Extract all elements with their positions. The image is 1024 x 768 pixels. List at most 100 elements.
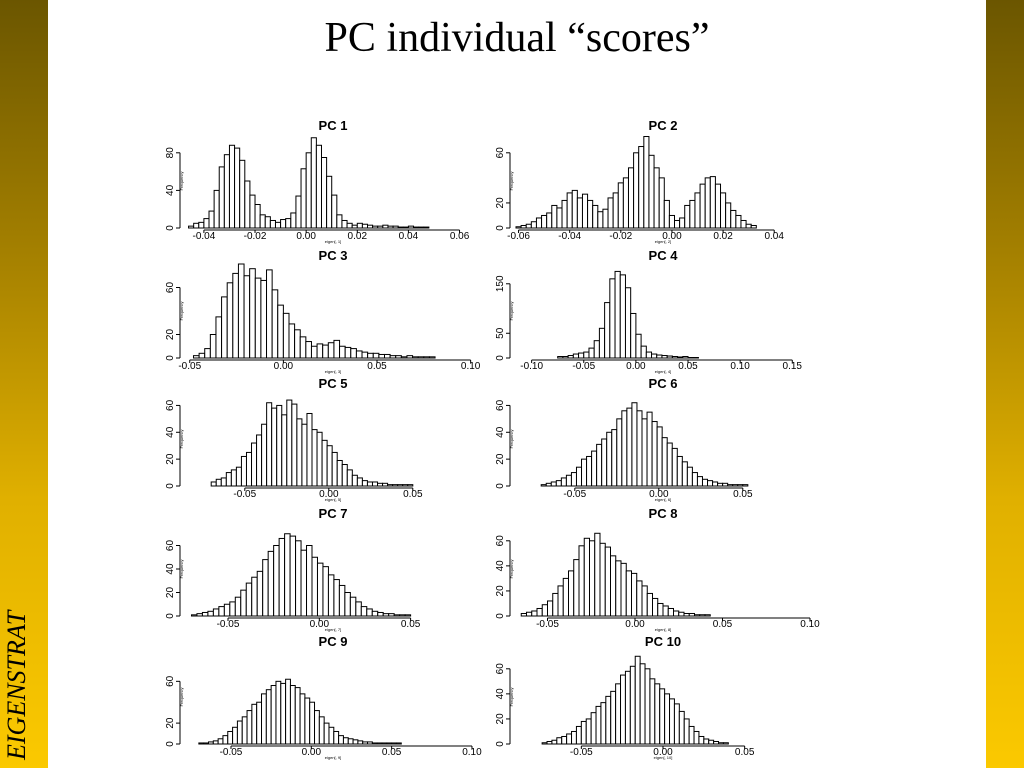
x-tick-label: -0.02	[609, 231, 632, 242]
histogram-bar	[520, 612, 527, 617]
bars	[190, 533, 412, 617]
histogram-bar	[344, 346, 352, 359]
histogram-bar	[583, 537, 590, 617]
histogram-bar	[607, 197, 614, 229]
histogram-bar	[635, 333, 642, 359]
histogram-bar	[648, 154, 655, 229]
histogram-bar	[604, 302, 611, 359]
histogram-panel: PC 9 0 20 60 Frequency -0.05 0.00 0.05 0.10 eigen…	[160, 632, 490, 760]
x-tick-label: 0.00	[296, 231, 316, 242]
histogram-bar	[256, 701, 263, 745]
histogram-bar	[617, 182, 624, 229]
histogram-bar	[311, 429, 318, 487]
histogram-bar	[395, 742, 402, 745]
histogram-bar	[688, 725, 695, 745]
y-tick-label: 20	[495, 197, 506, 209]
histogram-bar	[693, 730, 700, 745]
histogram-bar	[551, 204, 558, 229]
y-axis-label: Frequency	[509, 430, 514, 449]
histogram-bar	[399, 614, 406, 617]
y-tick-label: 0	[165, 355, 176, 361]
histogram-bar	[646, 411, 653, 487]
histogram-bar	[561, 735, 568, 745]
histogram-bar	[402, 484, 409, 487]
histogram-bar	[289, 535, 297, 617]
histogram-bar	[696, 476, 703, 487]
histogram-bar	[382, 613, 390, 617]
histogram-bar	[346, 222, 353, 229]
histogram-bar	[570, 472, 577, 487]
bars	[210, 399, 414, 487]
histogram-bar	[299, 693, 306, 745]
histogram-bar	[266, 402, 273, 487]
x-axis-label: eigen[, 3]	[325, 369, 341, 374]
histogram-bar	[515, 226, 522, 229]
histogram-svg: PC 4 0 50 150 Frequency -0.10 -0.05 0.00 0.05 0.1…	[495, 248, 802, 374]
histogram-bar	[316, 343, 324, 359]
histogram-bar	[323, 722, 330, 745]
x-axis-label: eigen[, 8]	[655, 627, 671, 632]
histogram-bar	[387, 225, 394, 229]
histogram-bar	[333, 730, 340, 745]
y-axis-label: Frequency	[179, 172, 184, 191]
y-axis-label: Frequency	[509, 302, 514, 321]
y-tick-label: 20	[165, 453, 176, 465]
histogram-bar	[282, 312, 290, 359]
histogram-bar	[546, 740, 553, 745]
histogram-bar	[683, 718, 690, 745]
x-tick-label: 0.05	[735, 747, 755, 758]
histogram-bar	[246, 710, 253, 745]
histogram-bar	[256, 434, 263, 487]
x-tick-label: 0.04	[764, 231, 784, 242]
histogram-bar	[388, 613, 395, 617]
histogram-bar	[402, 226, 409, 229]
histogram-bar	[666, 442, 673, 487]
y-axis-label: Frequency	[509, 688, 514, 707]
histogram-bar	[591, 450, 598, 487]
y-tick-label: 0	[165, 483, 176, 489]
x-tick-label: 0.00	[310, 619, 330, 630]
histogram-bar	[610, 690, 617, 745]
histogram-bar	[666, 355, 673, 359]
bars	[198, 678, 402, 745]
histogram-bar	[310, 345, 318, 359]
histogram-bar	[720, 192, 727, 229]
histogram-bar	[381, 742, 388, 745]
y-tick-label: 20	[165, 329, 176, 341]
histogram-bar	[243, 275, 251, 359]
histogram-bar	[294, 687, 301, 745]
histogram-bar	[310, 137, 317, 229]
histogram-bar	[612, 192, 619, 229]
histogram-bar	[659, 688, 666, 745]
histogram-bar	[284, 533, 291, 617]
histogram-bar	[361, 223, 369, 229]
histogram-bar	[678, 611, 685, 617]
histogram-bar	[232, 272, 239, 359]
histogram-bar	[338, 584, 346, 617]
histogram-bar	[575, 725, 582, 745]
panel-title: PC 6	[649, 376, 678, 391]
x-tick-label: -0.05	[220, 747, 243, 758]
histogram-bar	[678, 710, 685, 745]
histogram-bar	[203, 218, 210, 229]
histogram-bar	[588, 347, 595, 359]
histogram-bar	[338, 735, 344, 745]
histogram-bar	[602, 208, 609, 229]
bars	[515, 136, 757, 229]
histogram-bar	[616, 418, 623, 487]
y-tick-label: 40	[495, 560, 506, 572]
histogram-bar	[656, 354, 663, 359]
histogram-bar	[311, 556, 318, 617]
histogram-bar	[526, 611, 533, 617]
x-axis-label: eigen[, 1]	[325, 239, 341, 244]
histogram-bar	[545, 482, 552, 487]
histogram-svg: PC 2 0 20 60 Frequency -0.06 -0.04 -0.02 0.00 0.0…	[495, 118, 784, 244]
histogram-bar	[386, 742, 393, 745]
histogram-bar	[691, 472, 698, 487]
histogram-bar	[661, 355, 668, 359]
histogram-bar	[730, 209, 737, 229]
histogram-bar	[611, 429, 618, 487]
histogram-svg: PC 6 0 20 40 60 Frequency -0.05 0.00 0.05 eigen[,…	[495, 376, 753, 502]
x-tick-label: 0.04	[399, 231, 419, 242]
